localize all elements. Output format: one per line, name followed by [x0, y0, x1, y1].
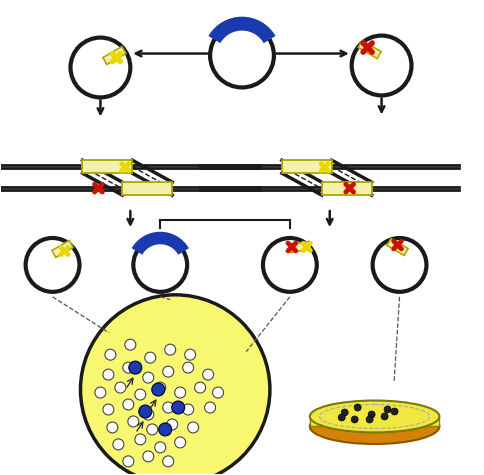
Circle shape [115, 382, 125, 393]
Circle shape [184, 349, 195, 360]
Circle shape [154, 442, 166, 453]
Circle shape [154, 382, 166, 393]
FancyBboxPatch shape [52, 240, 73, 257]
Circle shape [106, 422, 118, 433]
FancyBboxPatch shape [321, 182, 371, 195]
Circle shape [174, 437, 185, 448]
Circle shape [103, 404, 114, 415]
Circle shape [128, 416, 138, 427]
Circle shape [95, 387, 106, 398]
Circle shape [147, 424, 157, 435]
Circle shape [103, 369, 114, 380]
Circle shape [380, 413, 387, 420]
Circle shape [182, 404, 193, 415]
Circle shape [142, 451, 153, 462]
Circle shape [390, 408, 397, 415]
Circle shape [105, 349, 116, 360]
Circle shape [212, 387, 223, 398]
FancyBboxPatch shape [281, 160, 331, 173]
Circle shape [337, 414, 345, 421]
Circle shape [166, 419, 177, 430]
Circle shape [158, 423, 171, 436]
Circle shape [129, 361, 141, 374]
Circle shape [122, 399, 134, 410]
Circle shape [194, 382, 205, 393]
Circle shape [124, 339, 136, 350]
Polygon shape [309, 418, 439, 427]
Circle shape [113, 439, 123, 450]
Circle shape [341, 409, 348, 416]
Circle shape [187, 422, 198, 433]
Ellipse shape [309, 409, 439, 444]
Circle shape [353, 404, 361, 411]
Circle shape [365, 416, 372, 423]
FancyBboxPatch shape [103, 47, 126, 65]
Circle shape [135, 434, 146, 445]
Circle shape [163, 456, 173, 467]
FancyBboxPatch shape [122, 182, 172, 195]
Circle shape [122, 362, 134, 373]
Circle shape [151, 383, 165, 396]
Circle shape [122, 456, 134, 467]
Circle shape [182, 362, 193, 373]
Circle shape [367, 411, 374, 418]
Circle shape [165, 344, 175, 355]
Circle shape [145, 352, 155, 363]
Circle shape [163, 366, 173, 377]
Circle shape [142, 372, 153, 383]
Circle shape [350, 416, 357, 423]
Circle shape [204, 402, 215, 413]
Ellipse shape [309, 400, 439, 432]
FancyBboxPatch shape [386, 238, 408, 256]
FancyBboxPatch shape [289, 241, 310, 253]
FancyBboxPatch shape [82, 160, 132, 173]
FancyBboxPatch shape [357, 41, 380, 58]
Circle shape [80, 295, 270, 475]
Circle shape [138, 405, 151, 418]
Circle shape [383, 406, 390, 413]
Circle shape [142, 409, 153, 420]
Circle shape [202, 369, 213, 380]
Circle shape [135, 389, 146, 400]
Circle shape [163, 402, 173, 413]
Circle shape [171, 401, 184, 414]
Circle shape [174, 387, 185, 398]
